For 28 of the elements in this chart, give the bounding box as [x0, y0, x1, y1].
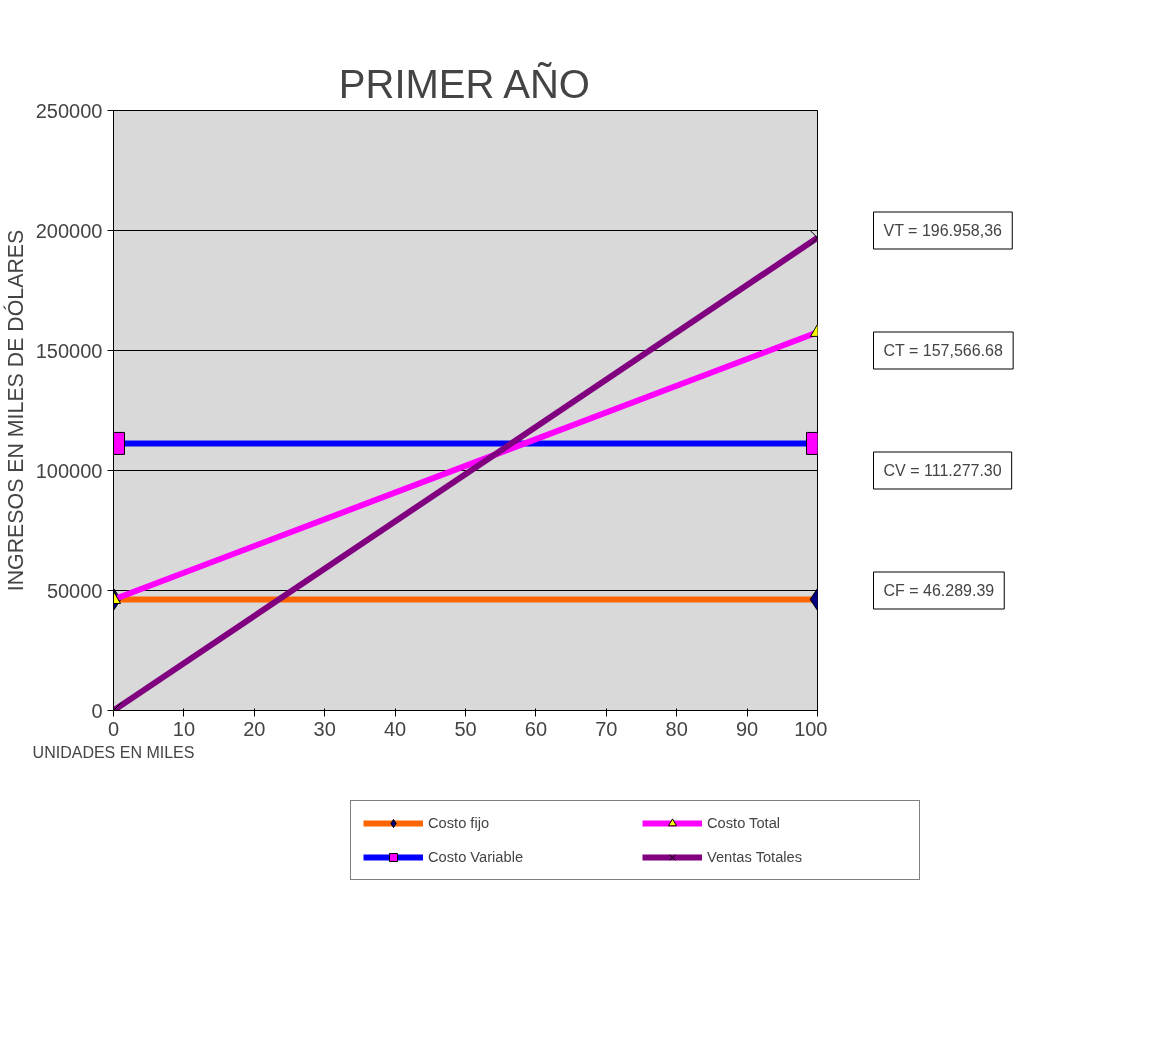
text: VT = 196.958,36: [883, 222, 1003, 239]
y-tick-label: 250000: [35, 99, 103, 122]
x-tick-label: 10: [172, 717, 196, 740]
x-tick-label: 30: [313, 717, 336, 740]
x-tick-label: 70: [595, 717, 618, 740]
x-tick-label: 40: [383, 717, 407, 740]
x-tick-label: 50: [454, 717, 477, 740]
x-tick-label: 90: [735, 717, 759, 740]
y-tick-label: 150000: [35, 339, 103, 362]
x-tick-label: 0: [107, 717, 120, 740]
x-axis-title: UNIDADES EN MILES: [32, 743, 195, 761]
y-tick-label: 200000: [35, 219, 103, 242]
legend-label: Ventas Totales: [707, 849, 804, 865]
x-tick-label: 100: [794, 717, 828, 740]
legend-label: Costo fijo: [428, 815, 491, 831]
x-tick-label: 80: [665, 717, 688, 740]
y-axis-title: INGRESOS EN MILES DE DÓLARES: [2, 229, 28, 592]
x-tick-label: 60: [524, 717, 548, 740]
y-tick-label: 0: [91, 699, 103, 722]
text: CT = 157,566.68: [883, 342, 1003, 359]
chart-title: PRIMER AÑO: [338, 61, 590, 106]
text: CV = 111.277.30: [883, 462, 1002, 479]
y-tick-label: 100000: [35, 459, 103, 482]
x-tick-label: 20: [243, 717, 266, 740]
y-tick-label: 50000: [46, 579, 103, 602]
text: CF = 46.289.39: [883, 582, 995, 599]
legend-label: Costo Variable: [428, 849, 525, 865]
legend-label: Costo Total: [707, 815, 782, 831]
